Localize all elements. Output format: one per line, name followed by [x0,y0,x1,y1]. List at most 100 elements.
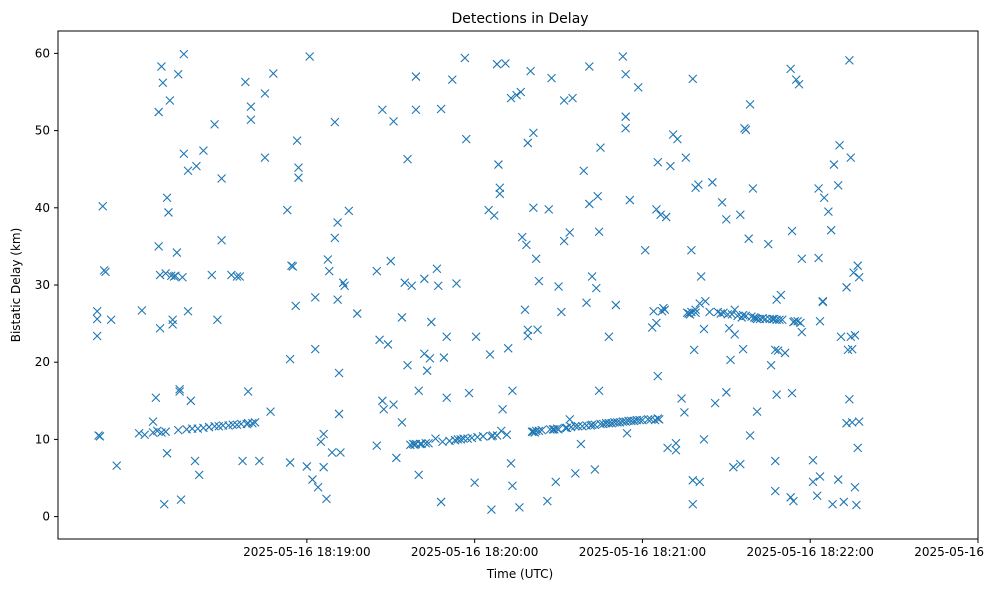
data-point [533,325,542,335]
data-point [691,308,700,318]
data-point [226,270,236,280]
data-point [582,298,591,308]
data-point [797,254,807,264]
data-point [695,299,705,308]
data-point [92,306,102,316]
data-point [551,477,561,487]
data-point [824,207,833,217]
data-point [559,236,569,246]
data-point [247,418,257,428]
data-point [485,350,495,359]
data-point [403,360,412,370]
data-point [695,477,705,487]
data-point [723,309,733,319]
data-point [154,107,164,117]
data-point [183,166,193,176]
data-point [487,505,496,515]
data-point [745,99,755,109]
data-point [625,195,635,205]
data-point [246,102,256,112]
data-point [432,264,442,274]
data-point [464,388,474,398]
data-point [175,387,185,396]
data-point [534,276,544,286]
data-point [336,448,345,457]
data-point [686,245,696,255]
data-point [411,105,421,115]
data-point [654,414,664,424]
data-point [389,400,398,410]
data-point [789,496,798,506]
data-point [833,475,843,484]
data-point [452,279,461,288]
data-point [217,174,226,183]
data-point [424,438,433,448]
data-point [727,309,737,319]
data-point [835,140,844,150]
data-point [730,330,740,339]
data-point [391,453,401,463]
data-point [643,414,653,424]
data-point [508,386,517,396]
data-point [352,309,362,318]
x-tick-label: 2025-05-16 18:21:00 [579,545,706,559]
data-point [334,409,344,419]
data-point [621,112,631,122]
data-point [793,316,803,326]
data-point [812,491,822,501]
data-point [333,295,343,305]
data-point [344,206,354,216]
data-point [621,69,631,79]
data-point [691,305,700,315]
data-point [439,353,449,362]
data-point [787,226,797,236]
data-point [829,160,839,169]
x-tick-label: 2025-05-16 18:20:00 [411,545,538,559]
data-point [528,203,538,213]
data-point [815,316,825,326]
data-point [766,360,776,370]
data-point [478,431,488,441]
data-point [422,366,432,376]
data-point [425,353,435,363]
y-tick-label: 50 [35,124,50,138]
data-point [414,470,424,480]
data-point [744,234,754,244]
data-point [228,420,238,430]
data-point [688,74,698,84]
data-point [334,368,344,378]
data-point [604,332,614,342]
data-point [763,239,773,249]
data-point [489,211,499,220]
data-point [728,462,738,472]
data-point [494,160,503,169]
data-point [748,184,758,193]
x-tick-label: 2025-05-16 18:23:00 [914,545,989,559]
data-point [549,424,559,434]
data-point [808,455,818,465]
data-point [238,456,247,466]
data-point [243,387,253,396]
x-tick-label: 2025-05-16 18:22:00 [746,545,873,559]
data-point [173,425,183,435]
data-point [183,306,193,316]
data-point [460,53,470,63]
data-point [260,89,270,98]
data-point [508,481,517,491]
data-point [106,315,116,325]
data-point [815,472,825,481]
data-point [134,428,144,438]
data-point [260,153,270,163]
data-point [94,431,103,440]
data-point [386,256,396,266]
data-point [199,146,208,156]
data-point [250,418,260,427]
data-point [319,462,329,472]
data-point [179,149,189,159]
data-point [721,214,731,224]
data-point [171,271,180,281]
data-point [700,296,710,306]
data-point [436,497,446,507]
data-point [568,93,577,103]
data-point [456,435,466,444]
